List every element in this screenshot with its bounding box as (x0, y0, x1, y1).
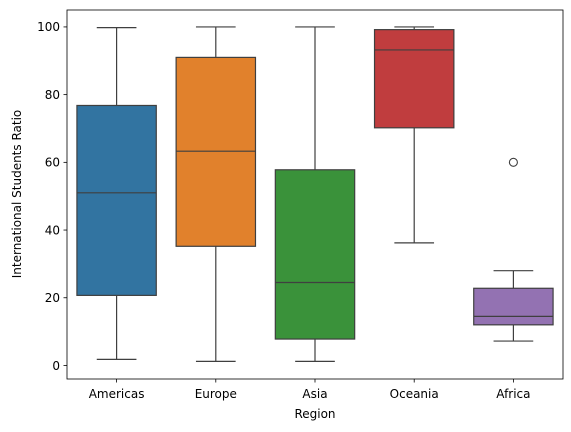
y-tick-label: 60 (45, 156, 60, 170)
y-tick-label: 0 (52, 359, 60, 373)
box-iqr (373, 29, 455, 129)
x-axis: Americas Europe Asia Oceania Africa (89, 379, 531, 401)
y-axis: 0 20 40 60 80 100 (37, 20, 67, 373)
box-europe (175, 26, 257, 362)
box-africa (473, 157, 554, 342)
y-tick-label: 100 (37, 20, 60, 34)
x-axis-label: Region (294, 407, 335, 421)
plot-area (76, 26, 554, 362)
axes-frame (66, 9, 564, 380)
x-tick-label: Americas (89, 387, 145, 401)
box-oceania (373, 26, 455, 244)
box-americas (76, 27, 157, 360)
x-tick-label: Africa (496, 387, 530, 401)
box-iqr (473, 287, 554, 326)
y-tick-label: 20 (45, 291, 60, 305)
x-tick-label: Asia (302, 387, 327, 401)
box-iqr (274, 169, 356, 340)
y-axis-label: International Students Ratio (10, 110, 24, 279)
x-tick-label: Oceania (390, 387, 439, 401)
y-tick-label: 40 (45, 223, 60, 237)
outlier-point (508, 157, 518, 167)
box-asia (274, 26, 356, 362)
y-tick-label: 80 (45, 88, 60, 102)
box-iqr (175, 56, 257, 247)
x-tick-label: Europe (195, 387, 237, 401)
box-iqr (76, 104, 157, 296)
